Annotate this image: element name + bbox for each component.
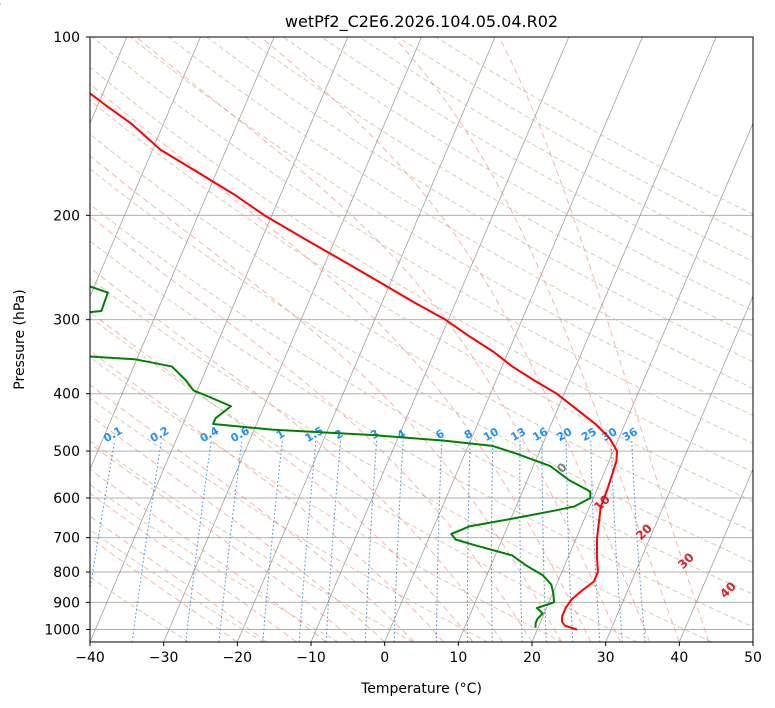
mixing-ratio-line xyxy=(631,440,646,642)
mixing-ratio-line xyxy=(519,440,523,642)
mixing-ratio-line xyxy=(590,440,601,642)
dry-adiabat-line xyxy=(90,316,638,642)
dry-adiabat-line xyxy=(206,37,753,363)
moist-adiabat-line xyxy=(90,492,297,642)
moist-adiabat-line xyxy=(90,515,268,642)
y-tick-label: 100 xyxy=(53,30,80,46)
plot-frame xyxy=(89,36,754,643)
dry-adiabat-line xyxy=(90,440,414,642)
mixing-ratio-line xyxy=(298,440,317,642)
mixing-ratio-line xyxy=(541,440,547,642)
plot-area xyxy=(90,37,753,642)
moist-adiabat-line xyxy=(90,311,474,642)
mixing-ratio-line xyxy=(565,440,574,642)
dry-adiabat-line xyxy=(90,99,753,502)
isotherm-line xyxy=(236,37,496,642)
moist-adiabat-line xyxy=(135,37,621,642)
isotherm-line xyxy=(90,37,201,298)
y-tick-label: 600 xyxy=(53,491,80,507)
dry-adiabat-line xyxy=(90,356,563,642)
dry-adiabat-line xyxy=(90,66,753,473)
dry-adiabat-line xyxy=(90,203,753,595)
moist-adiabat-line xyxy=(90,384,415,642)
mixing-ratio-line xyxy=(466,440,471,642)
x-tick-label: 10 xyxy=(449,650,467,666)
x-tick-label: 30 xyxy=(597,650,615,666)
moist-adiabat-line xyxy=(260,37,651,642)
dry-adiabats xyxy=(90,37,753,642)
isotherm-line xyxy=(457,37,717,642)
x-tick-label: −20 xyxy=(223,650,253,666)
x-axis-label: Temperature (°C) xyxy=(360,681,482,697)
mixing-ratio-line xyxy=(90,440,116,593)
isotherm-line xyxy=(531,122,753,642)
x-tick-label: 20 xyxy=(523,650,541,666)
y-tick-label: 300 xyxy=(53,313,80,329)
moist-adiabat-line xyxy=(393,37,680,642)
y-tick-label: 400 xyxy=(53,387,80,403)
y-tick-label: 200 xyxy=(53,208,80,224)
mixing-ratio-line xyxy=(185,440,212,642)
x-tick-label: −10 xyxy=(296,650,326,666)
mixing-ratio-line xyxy=(325,440,342,642)
dry-adiabat-line xyxy=(168,37,753,389)
x-tick-label: 50 xyxy=(744,650,762,666)
mixing-ratio-lines xyxy=(90,440,646,642)
mixing-ratio-line xyxy=(491,440,494,642)
mixing-ratio-line xyxy=(435,440,443,642)
mixing-ratio-line xyxy=(610,440,623,642)
dry-adiabat-line xyxy=(90,397,488,642)
y-axis-label: Pressure (hPa) xyxy=(12,289,28,389)
moist-adiabat-line xyxy=(90,215,533,642)
temperature-profile-line xyxy=(90,92,619,631)
dewpoint-profile-line xyxy=(90,285,592,628)
moist-adiabat-line xyxy=(498,37,710,642)
moist-adiabat-line xyxy=(90,415,386,642)
x-tick-label: 0 xyxy=(380,650,389,666)
mixing-ratio-line xyxy=(131,440,162,642)
dry-adiabat-line xyxy=(282,37,753,312)
y-axis-ticks: 100 200 300 400 500 600 700 800 900 1000 xyxy=(44,30,90,638)
x-tick-label: 40 xyxy=(670,650,688,666)
mixing-ratio-line xyxy=(393,440,404,642)
profile-series xyxy=(90,92,619,631)
mixing-ratio-line xyxy=(218,440,243,642)
moist-adiabat-line xyxy=(90,537,238,642)
y-tick-label: 500 xyxy=(53,444,80,460)
isotherm-line xyxy=(605,295,753,642)
x-axis-ticks: −40 −30 −20 −10 0 10 20 30 40 50 xyxy=(75,642,762,666)
moist-adiabat-line xyxy=(90,155,562,642)
chart-title: wetPf2_C2E6.2026.104.05.04.R02 xyxy=(285,12,558,32)
x-tick-label: −40 xyxy=(75,650,105,666)
mixing-ratio-line xyxy=(262,440,283,642)
isotherm-line xyxy=(90,37,275,471)
mixing-ratio-line xyxy=(364,440,378,642)
x-tick-label: −30 xyxy=(149,650,179,666)
dry-adiabat-line xyxy=(90,133,753,533)
y-tick-label: 900 xyxy=(53,595,80,611)
y-tick-label: 800 xyxy=(53,565,80,581)
moist-adiabat-line xyxy=(90,350,444,642)
moist-adiabats xyxy=(90,37,710,642)
dry-adiabat-line xyxy=(90,529,264,642)
moist-adiabat-line xyxy=(90,267,503,642)
isotherm-line xyxy=(90,37,349,642)
dry-adiabat-line xyxy=(90,240,753,628)
isotherm-line xyxy=(384,37,643,642)
y-tick-label: 1000 xyxy=(44,622,80,638)
dry-adiabat-line xyxy=(90,168,753,563)
y-tick-label: 700 xyxy=(53,531,80,547)
dry-adiabat-line xyxy=(244,37,753,337)
dry-adiabat-line xyxy=(90,483,339,642)
isotherm-line xyxy=(678,468,753,642)
moist-adiabat-line xyxy=(90,468,327,642)
dry-adiabat-line xyxy=(90,278,712,642)
isotherm-line xyxy=(163,37,422,642)
